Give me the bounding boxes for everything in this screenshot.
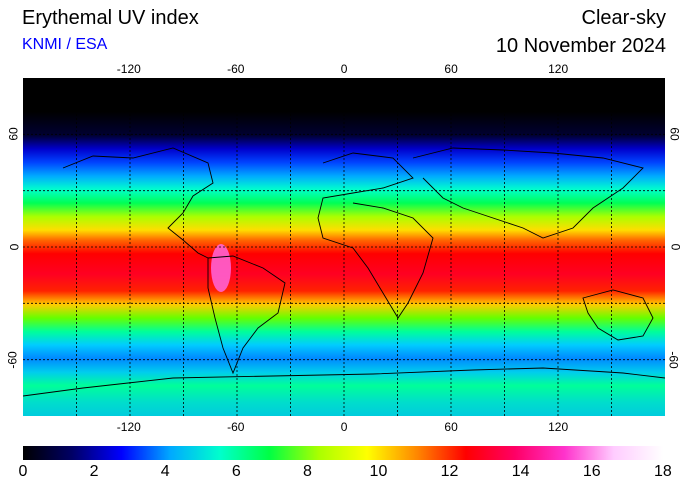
colorbar-tick-label: 10 bbox=[369, 463, 388, 480]
lon-label-bottom: 0 bbox=[340, 420, 348, 434]
coastlines bbox=[23, 147, 665, 397]
lon-label-bottom: -120 bbox=[116, 420, 141, 434]
colorbar-tick-label: 16 bbox=[582, 463, 601, 480]
uv-index-map bbox=[23, 78, 665, 416]
sky-condition-label: Clear-sky bbox=[581, 7, 666, 29]
lon-label-top: 120 bbox=[548, 62, 569, 76]
colorbar-tick-label: 8 bbox=[302, 463, 312, 480]
lon-label-top: 60 bbox=[444, 62, 458, 76]
lon-label-top: -120 bbox=[116, 62, 141, 76]
lon-label-bottom: -60 bbox=[227, 420, 245, 434]
uv-colorbar bbox=[23, 446, 663, 460]
andes-uv-maximum bbox=[211, 244, 231, 292]
title: Erythemal UV index bbox=[22, 7, 199, 29]
colorbar-ramp bbox=[23, 446, 663, 460]
lat-label-right: 60 bbox=[668, 127, 683, 142]
lon-label-bottom: 60 bbox=[444, 420, 458, 434]
colorbar-tick-label: 12 bbox=[440, 463, 459, 480]
lat-label-right: -60 bbox=[666, 350, 681, 369]
lon-label-top: 0 bbox=[340, 62, 348, 76]
lat-label-right: 0 bbox=[668, 243, 683, 251]
lon-label-top: -60 bbox=[227, 62, 245, 76]
lat-label-left: 0 bbox=[7, 243, 22, 251]
colorbar-tick-label: 6 bbox=[231, 463, 241, 480]
date-label: 10 November 2024 bbox=[495, 35, 666, 57]
colorbar-tick-label: 14 bbox=[511, 463, 530, 480]
lat-label-left: -60 bbox=[5, 350, 20, 369]
credit-label: KNMI / ESA bbox=[22, 36, 108, 53]
colorbar-tick-label: 0 bbox=[18, 463, 28, 480]
colorbar-tick-label: 2 bbox=[89, 463, 99, 480]
lon-label-bottom: 120 bbox=[548, 420, 569, 434]
lat-label-left: 60 bbox=[7, 127, 22, 142]
graticule bbox=[23, 78, 665, 416]
colorbar-tick-label: 18 bbox=[654, 463, 672, 480]
colorbar-tick-label: 4 bbox=[160, 463, 170, 480]
